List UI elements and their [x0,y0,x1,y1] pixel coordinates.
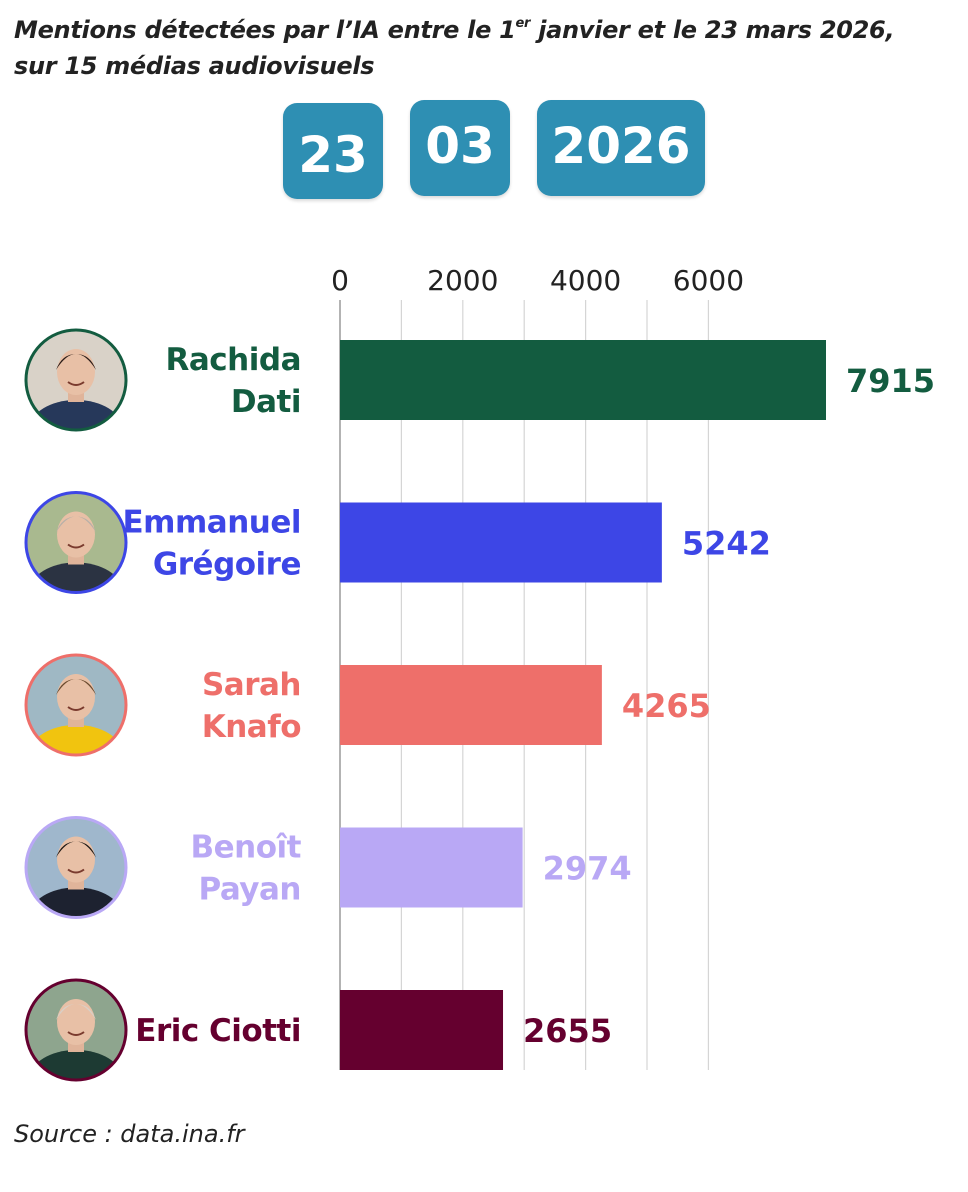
bar [340,665,602,745]
category-label: Rachida [166,342,301,378]
chart-bars: 7915 Rachida Dati 5242 Emmanuel Grégoire 4265 S… [24,328,935,1082]
avatar-rachida-dati [24,328,128,432]
category-label: Payan [198,872,301,908]
bar [340,827,523,908]
title-line1-end: janvier et le 23 mars 2026, [530,16,895,44]
value-label: 4265 [622,687,711,725]
bar [340,990,504,1070]
avatar-eric-ciotti [24,978,128,1082]
x-tick-label: 0 [331,264,349,297]
x-tick-label: 4000 [550,264,621,297]
source-note: Source : data.ina.fr [14,1120,245,1148]
category-label: Dati [231,384,301,420]
value-label: 2974 [543,850,632,888]
chart-title: Mentions détectées par l’IA entre le 1er… [14,12,954,84]
avatar-sarah-knafo [24,653,128,757]
value-label: 2655 [523,1012,612,1050]
x-tick-label: 6000 [673,264,744,297]
category-label: Benoît [191,830,302,866]
avatar-benoit-payan [24,816,128,919]
date-day-box: 23 [283,103,383,199]
bar [340,340,826,420]
date-month-box: 03 [410,100,510,196]
title-line2: sur 15 médias audiovisuels [14,52,375,80]
x-tick-label: 2000 [427,264,498,297]
bar [340,502,662,583]
value-label: 7915 [846,362,935,400]
date-month: 03 [425,117,495,175]
category-label: Emmanuel [123,505,302,541]
title-superscript: er [515,16,531,31]
category-label: Knafo [202,709,301,745]
date-day: 23 [298,126,368,184]
title-line1: Mentions détectées par l’IA entre le 1 [14,16,516,44]
value-label: 5242 [682,525,771,563]
avatar-emmanuel-gregoire [24,491,128,594]
category-label: Eric Ciotti [135,1013,301,1049]
date-year-box: 2026 [537,100,705,196]
x-axis-ticks: 0 2000 4000 6000 [331,264,744,297]
category-label: Grégoire [153,547,301,583]
category-label: Sarah [202,667,301,703]
date-year: 2026 [551,117,691,175]
